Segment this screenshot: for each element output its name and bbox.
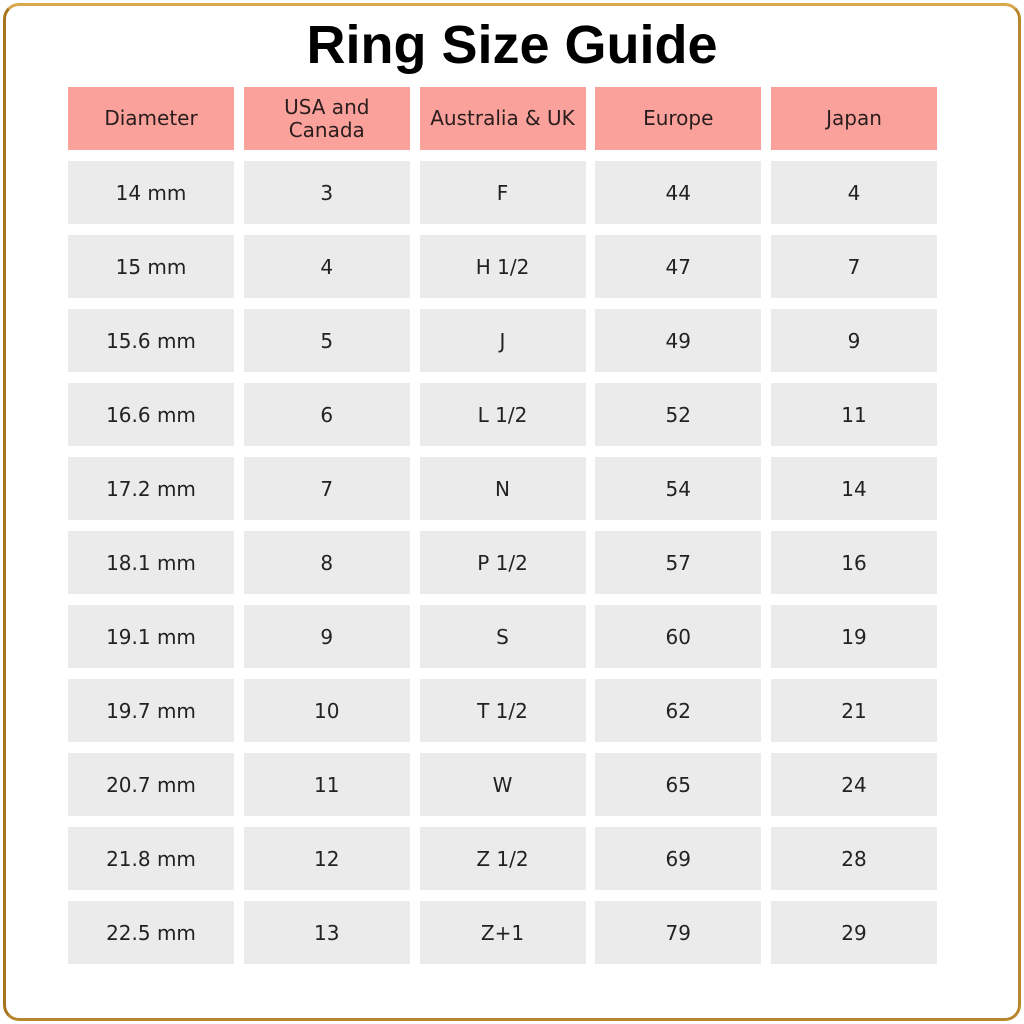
table-cell: L 1/2 (419, 383, 586, 446)
table-cell: 7 (771, 235, 937, 298)
column-header: Australia & UK (419, 87, 586, 150)
table-cell: S (419, 605, 586, 668)
table-cell: 10 (243, 679, 410, 742)
table-cell: Z+1 (419, 901, 586, 964)
table-cell: 24 (771, 753, 937, 816)
table-cell: T 1/2 (419, 679, 586, 742)
table-cell: 52 (595, 383, 762, 446)
column-header: Japan (771, 87, 937, 150)
table-cell: 19.7 mm (68, 679, 234, 742)
column-header: USA and Canada (243, 87, 410, 150)
table-cell: 49 (595, 309, 762, 372)
table-cell: 69 (595, 827, 762, 890)
table-cell: 28 (771, 827, 937, 890)
table-cell: 3 (243, 161, 410, 224)
table-cell: 22.5 mm (68, 901, 234, 964)
table-cell: 11 (243, 753, 410, 816)
table-cell: P 1/2 (419, 531, 586, 594)
table-cell: 12 (243, 827, 410, 890)
column-header: Europe (595, 87, 762, 150)
table-cell: 79 (595, 901, 762, 964)
table-cell: 11 (771, 383, 937, 446)
table-cell: 20.7 mm (68, 753, 234, 816)
table-cell: 60 (595, 605, 762, 668)
table-cell: 29 (771, 901, 937, 964)
table-cell: 21.8 mm (68, 827, 234, 890)
table-cell: 5 (243, 309, 410, 372)
table-cell: 8 (243, 531, 410, 594)
table-cell: 14 (771, 457, 937, 520)
table-cell: 16 (771, 531, 937, 594)
table-cell: 47 (595, 235, 762, 298)
table-cell: 4 (243, 235, 410, 298)
table-cell: 13 (243, 901, 410, 964)
table-cell: 9 (771, 309, 937, 372)
gold-frame-border (3, 3, 1021, 1021)
table-cell: 16.6 mm (68, 383, 234, 446)
table-cell: 44 (595, 161, 762, 224)
column-header: Diameter (68, 87, 234, 150)
table-cell: 65 (595, 753, 762, 816)
ring-size-table: Diameter USA and Canada Australia & UK Euro… (68, 87, 937, 975)
table-cell: F (419, 161, 586, 224)
table-cell: W (419, 753, 586, 816)
table-cell: N (419, 457, 586, 520)
table-cell: Z 1/2 (419, 827, 586, 890)
table-cell: 18.1 mm (68, 531, 234, 594)
table-cell: 19.1 mm (68, 605, 234, 668)
table-cell: 19 (771, 605, 937, 668)
table-cell: 62 (595, 679, 762, 742)
table-cell: 57 (595, 531, 762, 594)
table-cell: 7 (243, 457, 410, 520)
table-cell: 15 mm (68, 235, 234, 298)
page-title: Ring Size Guide (306, 15, 718, 75)
table-cell: 14 mm (68, 161, 234, 224)
table-cell: 6 (243, 383, 410, 446)
table-cell: 15.6 mm (68, 309, 234, 372)
table-cell: J (419, 309, 586, 372)
table-cell: 17.2 mm (68, 457, 234, 520)
table-cell: 9 (243, 605, 410, 668)
table-cell: H 1/2 (419, 235, 586, 298)
table-cell: 4 (771, 161, 937, 224)
table-cell: 21 (771, 679, 937, 742)
table-cell: 54 (595, 457, 762, 520)
